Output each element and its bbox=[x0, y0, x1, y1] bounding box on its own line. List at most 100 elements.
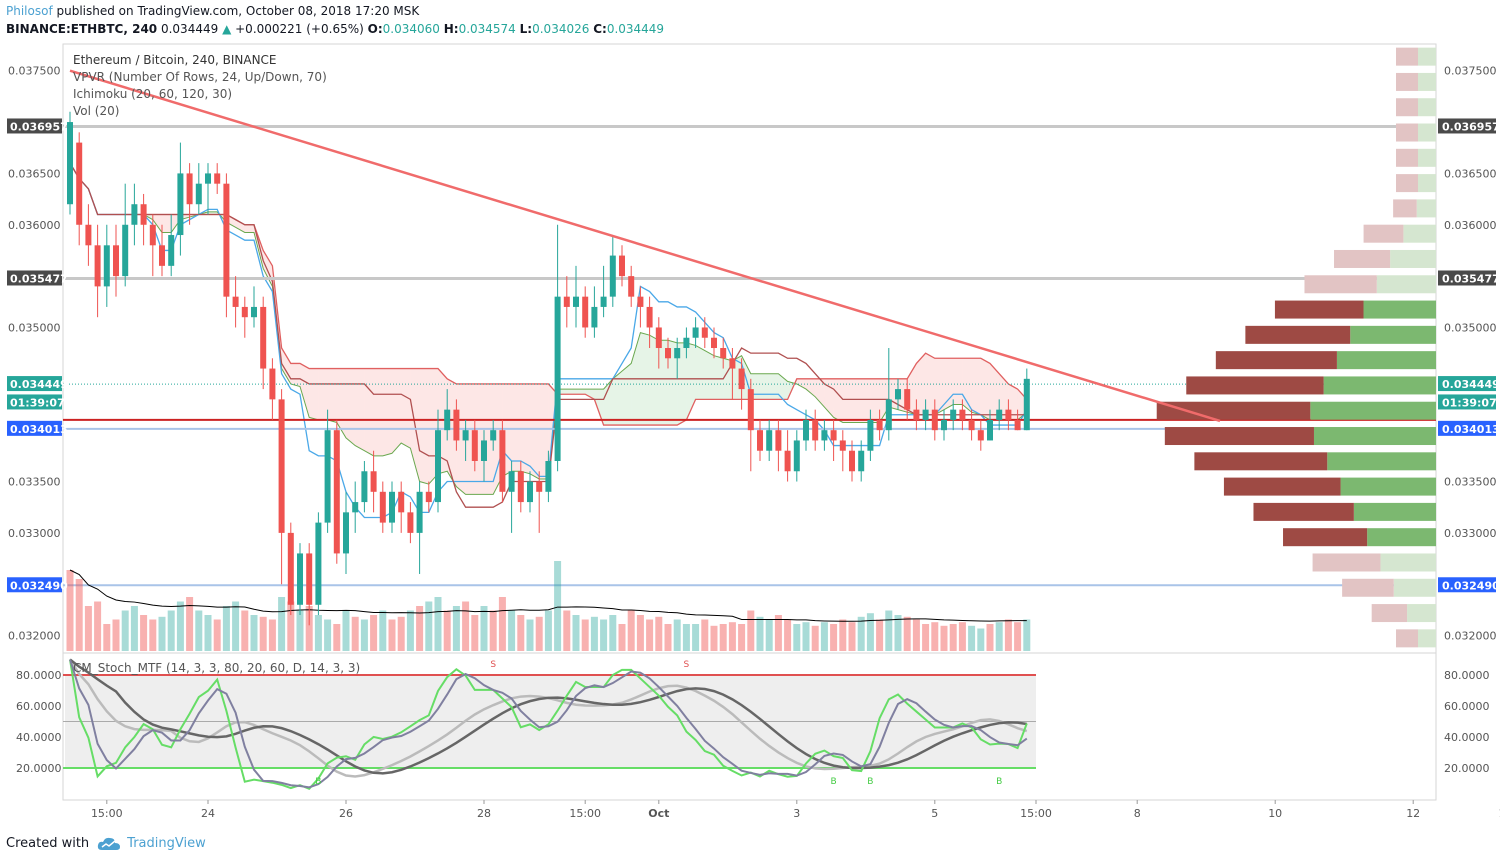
candle-body bbox=[177, 173, 184, 236]
candle bbox=[711, 327, 717, 359]
price-label-right: 0.035477 bbox=[1442, 272, 1500, 285]
candle-body bbox=[545, 460, 552, 492]
candle bbox=[1014, 409, 1021, 431]
symbol-label: BINANCE:ETHBTC, 240 bbox=[6, 22, 158, 36]
volume-bar bbox=[857, 616, 865, 651]
volume-bar bbox=[526, 619, 534, 651]
candle bbox=[315, 512, 322, 616]
candle-body bbox=[830, 430, 837, 441]
candle-body bbox=[425, 491, 432, 503]
vp-row-down bbox=[1393, 199, 1417, 218]
time-label: 3 bbox=[793, 807, 800, 820]
candle-body bbox=[205, 173, 211, 184]
volume-bar bbox=[922, 624, 930, 651]
volume-bar bbox=[968, 625, 976, 651]
close-value: 0.034449 bbox=[606, 22, 665, 36]
price-label-right-bg bbox=[1438, 577, 1496, 593]
candle-body bbox=[159, 245, 165, 266]
candle bbox=[582, 286, 589, 338]
volume-bar bbox=[232, 601, 240, 651]
volume-bar bbox=[360, 619, 368, 651]
stoch-signal-marker: B bbox=[315, 777, 321, 787]
cloud-segment bbox=[934, 358, 944, 415]
candle-body bbox=[223, 183, 230, 297]
cloud-segment bbox=[309, 368, 319, 420]
candle-body bbox=[306, 553, 313, 605]
candle bbox=[490, 419, 497, 451]
candle-body bbox=[600, 296, 607, 307]
volume-bar bbox=[756, 616, 764, 651]
candle-body bbox=[352, 502, 359, 513]
candle bbox=[398, 481, 405, 533]
vp-row-up bbox=[1418, 47, 1436, 66]
volume-bar bbox=[250, 615, 258, 651]
volume-bar bbox=[793, 624, 801, 651]
cloud-segment bbox=[484, 383, 494, 495]
time-label: 15:00 bbox=[91, 807, 123, 820]
cloud-segment bbox=[971, 358, 981, 415]
candle-body bbox=[674, 348, 681, 359]
vp-row-up bbox=[1418, 72, 1436, 91]
cloud-segment bbox=[686, 342, 696, 420]
volume-bar bbox=[324, 619, 332, 651]
cloud-segment bbox=[152, 214, 162, 233]
cloud-segment bbox=[990, 363, 1000, 420]
legend-ichimoku[interactable]: Ichimoku (20, 60, 120, 30) bbox=[73, 87, 233, 101]
candle bbox=[297, 543, 303, 616]
volume-bar bbox=[425, 601, 433, 651]
candle bbox=[563, 276, 570, 328]
cloud-segment bbox=[401, 368, 411, 449]
candle bbox=[241, 296, 248, 338]
cloud-segment bbox=[962, 358, 972, 413]
tradingview-link[interactable]: TradingView bbox=[97, 836, 206, 851]
volume-bar bbox=[572, 615, 580, 651]
volume-bar bbox=[710, 625, 718, 651]
candle-body bbox=[67, 122, 73, 205]
vp-row-up bbox=[1327, 452, 1436, 471]
stoch-right-tick: 40.0000 bbox=[1444, 731, 1490, 744]
candle bbox=[573, 265, 579, 328]
candle-body bbox=[619, 255, 625, 277]
vp-row-down bbox=[1164, 427, 1314, 446]
open-value: 0.034060 bbox=[382, 22, 440, 36]
candle bbox=[904, 378, 911, 420]
cloud-segment bbox=[511, 383, 521, 472]
stoch-d-line bbox=[69, 659, 1028, 789]
candle bbox=[278, 389, 285, 585]
candle-body bbox=[527, 481, 533, 503]
author-link[interactable]: Philosof bbox=[6, 4, 53, 18]
candle bbox=[922, 399, 929, 431]
price-label-left: 0.032490 bbox=[10, 579, 68, 592]
volume-bar bbox=[130, 606, 138, 651]
vp-row-down bbox=[1312, 553, 1381, 572]
candle bbox=[425, 481, 432, 513]
cloud-segment bbox=[447, 378, 457, 487]
candle bbox=[435, 409, 441, 513]
candle bbox=[683, 327, 690, 359]
volume-bar bbox=[268, 619, 276, 651]
time-label: 28 bbox=[477, 807, 491, 820]
candle bbox=[481, 430, 487, 482]
candle bbox=[968, 409, 975, 441]
stoch-k-line bbox=[69, 659, 1028, 791]
volume-bar bbox=[609, 615, 617, 651]
volume-bar bbox=[940, 625, 948, 651]
stoch-legend[interactable]: CM_Stoch_MTF (14, 3, 3, 80, 20, 60, D, 1… bbox=[73, 661, 361, 675]
legend-title: Ethereum / Bitcoin, 240, BINANCE bbox=[73, 53, 277, 67]
candle-body bbox=[784, 450, 791, 472]
volume-bar bbox=[876, 619, 884, 651]
volume-bar bbox=[912, 619, 920, 651]
legend-vpvr[interactable]: VPVR (Number Of Rows, 24, Up/Down, 70) bbox=[73, 70, 327, 84]
candle-body bbox=[793, 440, 800, 472]
legend-vol[interactable]: Vol (20) bbox=[73, 104, 120, 118]
price-label-left: 0.035477 bbox=[10, 272, 68, 285]
vp-row-up bbox=[1353, 502, 1436, 521]
stoch-left-tick: 40.0000 bbox=[16, 731, 62, 744]
trendline bbox=[69, 69, 1221, 423]
candle bbox=[67, 111, 73, 215]
candle-body bbox=[591, 306, 598, 328]
volume-bar bbox=[204, 615, 212, 651]
candle bbox=[94, 224, 101, 318]
right-axis-tick: 0.032000 bbox=[1444, 630, 1497, 643]
